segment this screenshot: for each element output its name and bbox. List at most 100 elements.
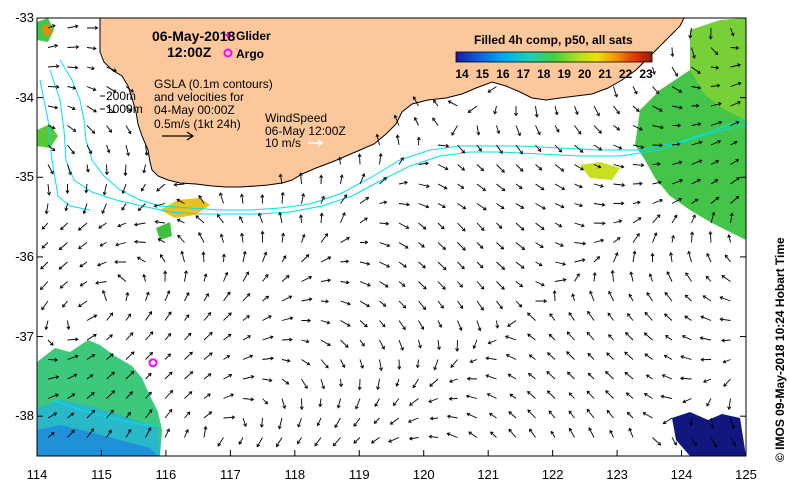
current-arrow: [41, 300, 49, 311]
current-arrow: [613, 144, 623, 150]
current-arrow: [201, 251, 206, 263]
current-arrow: [710, 83, 721, 88]
colorbar-tick-label: 21: [598, 67, 612, 81]
current-arrow: [706, 398, 712, 407]
current-arrow: [67, 105, 76, 111]
current-arrow: [613, 237, 621, 243]
current-arrow: [504, 335, 517, 341]
colorbar-tick-label: 17: [516, 67, 530, 81]
current-arrow: [613, 219, 623, 224]
current-arrow: [451, 125, 458, 136]
current-arrow: [398, 320, 406, 331]
current-arrow: [142, 273, 147, 282]
current-arrow: [515, 144, 523, 155]
current-arrow: [398, 300, 407, 309]
current-arrow: [340, 259, 350, 264]
current-arrow: [379, 221, 390, 226]
current-arrow: [125, 391, 133, 399]
current-arrow: [125, 428, 132, 438]
current-arrow: [340, 280, 350, 285]
current-arrow: [86, 46, 97, 51]
current-arrow: [86, 25, 99, 30]
lat-tick-label: -34: [15, 89, 34, 105]
current-arrow: [262, 356, 275, 361]
current-arrow: [78, 300, 88, 307]
current-arrow: [39, 281, 49, 291]
current-arrow: [428, 434, 439, 439]
current-arrow: [671, 234, 675, 243]
current-arrow: [625, 332, 634, 341]
current-arrow: [280, 191, 285, 204]
current-arrow: [446, 414, 458, 419]
current-arrow: [259, 417, 264, 428]
current-arrow: [339, 174, 344, 185]
current-arrow: [437, 222, 445, 230]
current-arrow: [485, 374, 497, 380]
current-arrow: [301, 378, 308, 390]
current-arrow: [535, 242, 544, 248]
current-arrow: [379, 339, 385, 350]
current-arrow: [730, 177, 740, 185]
velocity-scale-arrow: [162, 131, 195, 141]
current-arrow: [546, 371, 556, 380]
current-arrow: [476, 125, 481, 136]
current-arrow: [699, 336, 712, 341]
current-arrow: [60, 222, 68, 231]
current-arrow: [574, 241, 587, 246]
current-arrow: [574, 105, 579, 116]
current-arrow: [415, 359, 420, 369]
current-arrow: [223, 312, 232, 321]
current-arrow: [47, 412, 58, 419]
current-arrow: [340, 237, 350, 243]
current-arrow: [650, 252, 655, 263]
current-arrow: [593, 221, 606, 226]
current-arrow: [223, 291, 231, 302]
sst-patch-bight-green: [156, 222, 172, 240]
current-arrow: [219, 233, 224, 243]
current-arrow: [357, 153, 362, 165]
current-arrow: [47, 84, 60, 89]
current-arrow: [47, 357, 59, 362]
current-arrow: [550, 430, 556, 438]
colorbar-title: Filled 4h comp, p50, all sats: [474, 33, 633, 47]
current-arrow: [652, 125, 664, 130]
current-arrow: [260, 194, 265, 204]
current-arrow: [691, 140, 703, 146]
current-arrow: [700, 357, 712, 362]
current-arrow: [359, 359, 364, 369]
current-arrow: [58, 261, 68, 270]
current-arrow: [710, 437, 718, 448]
current-arrow: [125, 370, 135, 380]
current-arrow: [515, 281, 524, 288]
current-arrow: [101, 203, 107, 215]
current-arrow: [418, 242, 425, 248]
current-arrow: [67, 337, 79, 342]
current-arrow: [688, 27, 693, 39]
current-arrow: [339, 378, 344, 388]
current-arrow: [359, 320, 368, 328]
current-arrow: [319, 212, 324, 224]
current-arrow: [691, 47, 696, 59]
current-arrow: [448, 378, 458, 383]
current-arrow: [730, 81, 742, 87]
current-arrow: [652, 437, 662, 446]
current-arrow: [554, 183, 566, 190]
current-arrow: [223, 393, 235, 399]
current-arrow: [353, 437, 361, 444]
current-arrow: [664, 335, 673, 341]
current-arrow: [528, 354, 536, 360]
current-arrow: [708, 231, 713, 243]
current-arrow: [86, 66, 95, 71]
current-arrow: [388, 437, 400, 443]
current-arrow: [106, 86, 117, 93]
current-arrow: [613, 164, 625, 169]
current-arrow: [47, 24, 56, 29]
current-arrow: [145, 351, 153, 360]
current-arrow: [690, 231, 695, 243]
current-arrow: [488, 412, 497, 419]
current-arrow: [496, 281, 505, 290]
current-arrow: [145, 372, 152, 380]
current-arrow: [301, 254, 310, 263]
lat-tick-label: -36: [15, 248, 34, 264]
